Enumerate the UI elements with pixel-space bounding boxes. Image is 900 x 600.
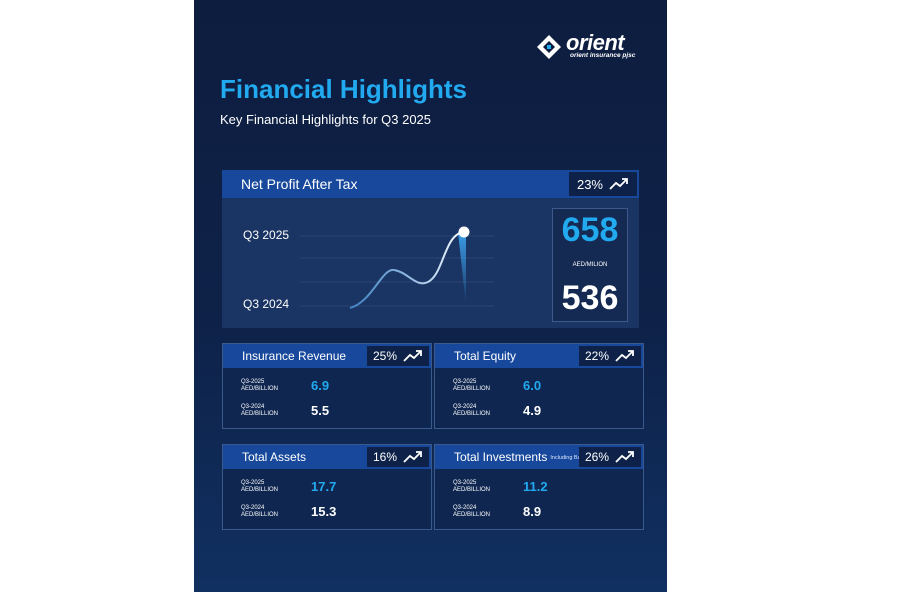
change-value: 22% — [584, 349, 609, 363]
change-badge: 25% — [366, 346, 429, 366]
net-profit-change: 23% — [576, 176, 603, 192]
period: Q3-2024 — [241, 404, 265, 410]
period: Q3-2025 — [241, 480, 265, 486]
trend-up-icon — [609, 178, 628, 190]
change-value: 25% — [372, 349, 397, 363]
unit: AED/BILLION — [241, 386, 279, 392]
total-equity-card: Total Equity 22% Q3-2025 AED/BILLION 6.0… — [434, 343, 644, 429]
card-label: Total Assets — [242, 450, 307, 464]
period: Q3-2024 — [241, 505, 265, 511]
change-badge: 16% — [366, 447, 429, 467]
current-value: 17.7 — [311, 479, 337, 494]
change-badge: 22% — [578, 346, 641, 366]
page-subtitle: Key Financial Highlights for Q3 2025 — [220, 112, 432, 127]
previous-period-label: Q3-2024 AED/BILLION — [453, 404, 490, 418]
current-period-label: Q3-2025 AED/BILLION — [241, 379, 278, 393]
previous-value: 15.3 — [311, 504, 337, 519]
unit: AED/BILLION — [453, 487, 491, 493]
trend-up-icon — [615, 451, 634, 463]
trend-end-point — [458, 226, 470, 238]
previous-period-label: Q3-2024 AED/BILLION — [241, 505, 278, 519]
orient-logo-icon — [537, 35, 561, 59]
total-assets-card: Total Assets 16% Q3-2025 AED/BILLION 17.… — [222, 444, 432, 530]
net-profit-change-badge: 23% — [568, 172, 637, 196]
card-header: Insurance Revenue 25% — [223, 344, 431, 368]
current-value: 6.9 — [311, 378, 330, 393]
current-period-label: Q3 2025 — [243, 228, 290, 242]
previous-value: 8.9 — [523, 504, 542, 519]
net-profit-values: 658 AED/MILION 536 — [552, 208, 628, 322]
net-profit-previous-value: 536 — [561, 279, 619, 317]
previous-period-label: Q3-2024 AED/BILLION — [453, 505, 490, 519]
trend-up-icon — [403, 350, 422, 362]
net-profit-label: Net Profit After Tax — [241, 176, 358, 192]
period: Q3-2025 — [453, 480, 477, 486]
page-title: Financial Highlights — [220, 74, 468, 104]
current-period-label: Q3-2025 AED/BILLION — [453, 480, 490, 494]
previous-period-label: Q3 2024 — [243, 297, 290, 311]
previous-value: 4.9 — [523, 403, 542, 418]
net-profit-current-value: 658 — [561, 211, 619, 249]
current-value: 6.0 — [523, 378, 542, 393]
current-value: 11.2 — [523, 479, 548, 494]
period: Q3-2025 — [241, 379, 265, 385]
change-value: 16% — [372, 450, 397, 464]
unit: AED/BILLION — [241, 411, 279, 417]
previous-value: 5.5 — [311, 403, 330, 418]
unit: AED/BILLION — [241, 512, 279, 518]
card-label: Total Equity — [454, 349, 517, 363]
card-header: Total Equity 22% — [435, 344, 643, 368]
previous-period-label: Q3-2024 AED/BILLION — [241, 404, 278, 418]
current-period-label: Q3-2025 AED/BILLION — [241, 480, 278, 494]
net-profit-unit: AED/MILION — [572, 262, 608, 268]
card-label: Total Investments — [454, 450, 548, 464]
card-header: Total Assets 16% — [223, 445, 431, 469]
net-profit-card: Net Profit After Tax 23% — [222, 170, 639, 328]
trend-up-icon — [615, 350, 634, 362]
insurance-revenue-card: Insurance Revenue 25% Q3-2025 AED/BILLIO… — [222, 343, 432, 429]
highlight-drop — [458, 232, 466, 306]
financial-highlights-poster: orient orient insurance pjsc Financial H… — [194, 0, 667, 592]
trend-up-icon — [403, 451, 422, 463]
period: Q3-2024 — [453, 404, 477, 410]
brand-name: orient — [566, 30, 625, 55]
change-badge: 26% — [578, 447, 641, 467]
unit: AED/BILLION — [241, 487, 279, 493]
period: Q3-2024 — [453, 505, 477, 511]
trend-line — [349, 231, 465, 309]
unit: AED/BILLION — [453, 411, 491, 417]
brand-tagline: orient insurance pjsc — [570, 52, 636, 59]
period: Q3-2025 — [453, 379, 477, 385]
net-profit-trend-chart: Q3 2025 Q3 2024 — [222, 198, 522, 328]
unit: AED/BILLION — [453, 386, 491, 392]
change-value: 26% — [584, 450, 609, 464]
trend-chart-svg — [300, 226, 494, 309]
orient-logo: orient orient insurance pjsc — [536, 30, 646, 60]
card-label: Insurance Revenue — [242, 349, 347, 363]
net-profit-header: Net Profit After Tax 23% — [222, 170, 639, 198]
current-period-label: Q3-2025 AED/BILLION — [453, 379, 490, 393]
unit: AED/BILLION — [453, 512, 491, 518]
